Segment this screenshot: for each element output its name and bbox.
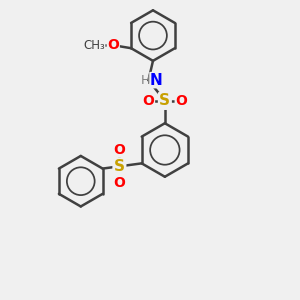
- Text: N: N: [150, 73, 163, 88]
- Text: H: H: [141, 74, 150, 87]
- Text: O: O: [113, 176, 125, 190]
- Text: O: O: [175, 94, 187, 108]
- Text: O: O: [107, 38, 119, 52]
- Text: O: O: [142, 94, 154, 108]
- Text: CH₃: CH₃: [83, 39, 105, 52]
- Text: S: S: [114, 159, 125, 174]
- Text: S: S: [159, 94, 170, 109]
- Text: O: O: [113, 143, 125, 157]
